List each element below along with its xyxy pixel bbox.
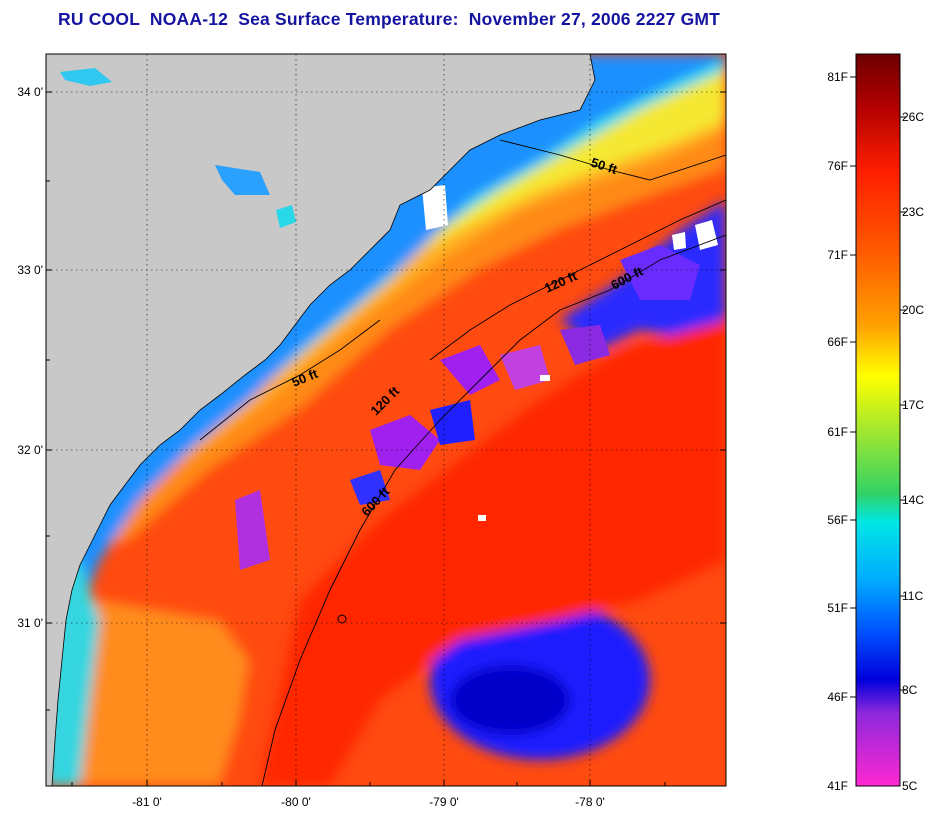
colorbar-ticks — [850, 76, 906, 698]
colorbar — [855, 53, 901, 787]
isobaths — [199, 139, 726, 786]
filament-5 — [235, 490, 270, 570]
filament-7 — [430, 400, 475, 445]
lat-label-33: 33 0' — [17, 263, 43, 277]
filament-2 — [440, 345, 500, 395]
filament-3 — [500, 345, 550, 390]
colorbar-label-8c: 8C — [902, 683, 918, 697]
longitude-labels: -81 0' -80 0' -79 0' -78 0' — [132, 795, 605, 809]
cloud-3 — [672, 232, 686, 250]
cloud-patches — [422, 185, 718, 521]
isobath-120ft — [429, 199, 726, 361]
inland-lake-3 — [276, 205, 296, 228]
colorbar-label-23c: 23C — [902, 205, 925, 219]
lon-label-81: -81 0' — [132, 795, 162, 809]
axis-ticks — [46, 91, 726, 786]
colorbar-label-61f: 61F — [827, 425, 848, 439]
map-frame-content — [46, 54, 726, 786]
colorbar-label-71f: 71F — [827, 248, 848, 262]
lat-label-31: 31 0' — [17, 616, 43, 630]
colorbar-label-26c: 26C — [902, 110, 925, 124]
inland-lake-1 — [60, 68, 112, 86]
cold-filaments — [235, 245, 700, 570]
colorbar-label-81f: 81F — [827, 70, 848, 84]
lon-label-78: -78 0' — [575, 795, 605, 809]
colorbar-label-5c: 5C — [902, 779, 918, 793]
isobath-50ft — [499, 139, 726, 181]
filament-4 — [560, 325, 610, 365]
map-border — [45, 53, 727, 787]
inland-lake-2 — [215, 165, 270, 195]
colorbar-label-66f: 66F — [827, 335, 848, 349]
isobath-600ft — [261, 234, 726, 786]
colorbar-label-20c: 20C — [902, 303, 925, 317]
lat-label-34: 34 0' — [17, 85, 43, 99]
graticule — [46, 54, 726, 786]
lon-label-80: -80 0' — [281, 795, 311, 809]
latitude-labels: 34 0' 33 0' 32 0' 31 0' — [17, 85, 43, 630]
colorbar-label-41f: 41F — [827, 779, 848, 793]
colorbar-label-76f: 76F — [827, 159, 848, 173]
isobath-50ft-south — [199, 319, 381, 441]
filament-1 — [370, 415, 440, 470]
colorbar-label-11c: 11C — [902, 589, 924, 603]
cloud-5 — [478, 515, 486, 521]
station-marker — [337, 614, 347, 624]
filament-6 — [620, 245, 700, 300]
cloud-1 — [422, 185, 448, 230]
colorbar-label-56f: 56F — [827, 513, 848, 527]
cold-eddy-core — [450, 665, 570, 735]
colorbar-label-14c: 14C — [902, 493, 925, 507]
colorbar-label-51f: 51F — [827, 601, 848, 615]
land-mass — [46, 54, 596, 786]
south-orange — [46, 600, 250, 786]
map-title: RU COOL NOAA-12 Sea Surface Temperature:… — [58, 9, 721, 29]
offshore-red-band — [260, 320, 726, 786]
colorbar-label-46f: 46F — [827, 690, 848, 704]
cloud-2 — [695, 220, 718, 250]
lat-label-32: 32 0' — [17, 443, 43, 457]
cloud-4 — [540, 375, 550, 381]
colorbar-label-17c: 17C — [902, 398, 925, 412]
lon-label-79: -79 0' — [429, 795, 459, 809]
